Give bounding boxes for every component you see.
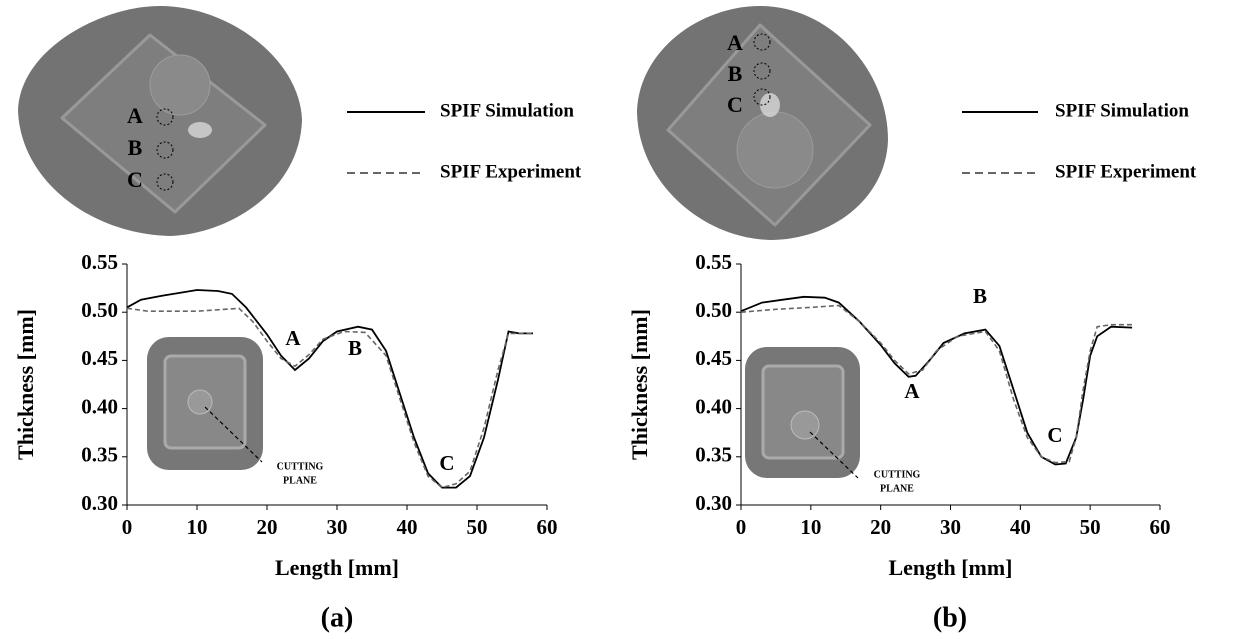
y-tick-label: 0.45 — [81, 346, 118, 370]
y-tick-label: 0.35 — [81, 443, 118, 467]
image-label: B — [728, 61, 743, 86]
annotation: A — [904, 379, 920, 403]
x-tick-label: 40 — [1010, 515, 1031, 539]
inset-a — [147, 337, 263, 470]
y-axis-label: Thickness [mm] — [627, 309, 652, 460]
x-axis-label: Length [mm] — [888, 555, 1012, 580]
x-tick-label: 50 — [467, 515, 488, 539]
image-label: B — [128, 135, 143, 160]
page: {"chart_data":[ {"type":"line","panel_la… — [0, 0, 1243, 639]
render-b — [637, 6, 888, 240]
legend-label: SPIF Experiment — [1055, 161, 1197, 182]
x-tick-label: 10 — [187, 515, 208, 539]
figure: 0.30 0.35 0.40 0.45 0.50 0.55 0 10 20 30 40 50 60 Len… — [0, 0, 1243, 639]
x-tick-label: 30 — [327, 515, 348, 539]
x-tick-label: 40 — [397, 515, 418, 539]
panel-label: (a) — [321, 602, 354, 633]
y-tick-label: 0.45 — [695, 346, 732, 370]
annotation: C — [439, 451, 454, 475]
image-label: A — [727, 30, 743, 55]
y-tick-label: 0.55 — [695, 250, 732, 274]
image-label: C — [727, 92, 743, 117]
y-tick-label: 0.40 — [81, 394, 118, 418]
y-tick-label: 0.35 — [695, 443, 732, 467]
y-tick-label: 0.50 — [695, 298, 732, 322]
annotation: A — [285, 326, 301, 350]
inset-label: PLANE — [880, 483, 914, 494]
image-label: A — [127, 103, 143, 128]
y-tick-label: 0.30 — [81, 491, 118, 515]
x-tick-label: 30 — [940, 515, 961, 539]
annotation: B — [348, 336, 362, 360]
image-label: C — [127, 167, 143, 192]
x-tick-label: 60 — [1150, 515, 1171, 539]
render-a — [18, 6, 302, 236]
y-tick-label: 0.55 — [81, 250, 118, 274]
annotation: C — [1047, 423, 1062, 447]
legend-label: SPIF Experiment — [440, 161, 582, 182]
x-tick-label: 20 — [870, 515, 891, 539]
x-axis-label: Length [mm] — [275, 555, 399, 580]
x-tick-label: 10 — [800, 515, 821, 539]
legend-label: SPIF Simulation — [440, 100, 574, 121]
annotation: B — [973, 284, 987, 308]
inset-label: PLANE — [283, 475, 317, 486]
y-tick-label: 0.40 — [695, 394, 732, 418]
x-tick-label: 20 — [257, 515, 278, 539]
x-tick-label: 60 — [537, 515, 558, 539]
x-tick-label: 50 — [1080, 515, 1101, 539]
y-axis-label: Thickness [mm] — [13, 309, 38, 460]
legend-label: SPIF Simulation — [1055, 100, 1189, 121]
inset-label: CUTTING — [277, 461, 324, 472]
inset-label: CUTTING — [874, 469, 921, 480]
y-tick-label: 0.50 — [81, 298, 118, 322]
panel-label: (b) — [933, 602, 967, 633]
y-tick-label: 0.30 — [695, 491, 732, 515]
inset-b — [745, 347, 860, 478]
x-tick-label: 0 — [736, 515, 747, 539]
x-tick-label: 0 — [122, 515, 133, 539]
